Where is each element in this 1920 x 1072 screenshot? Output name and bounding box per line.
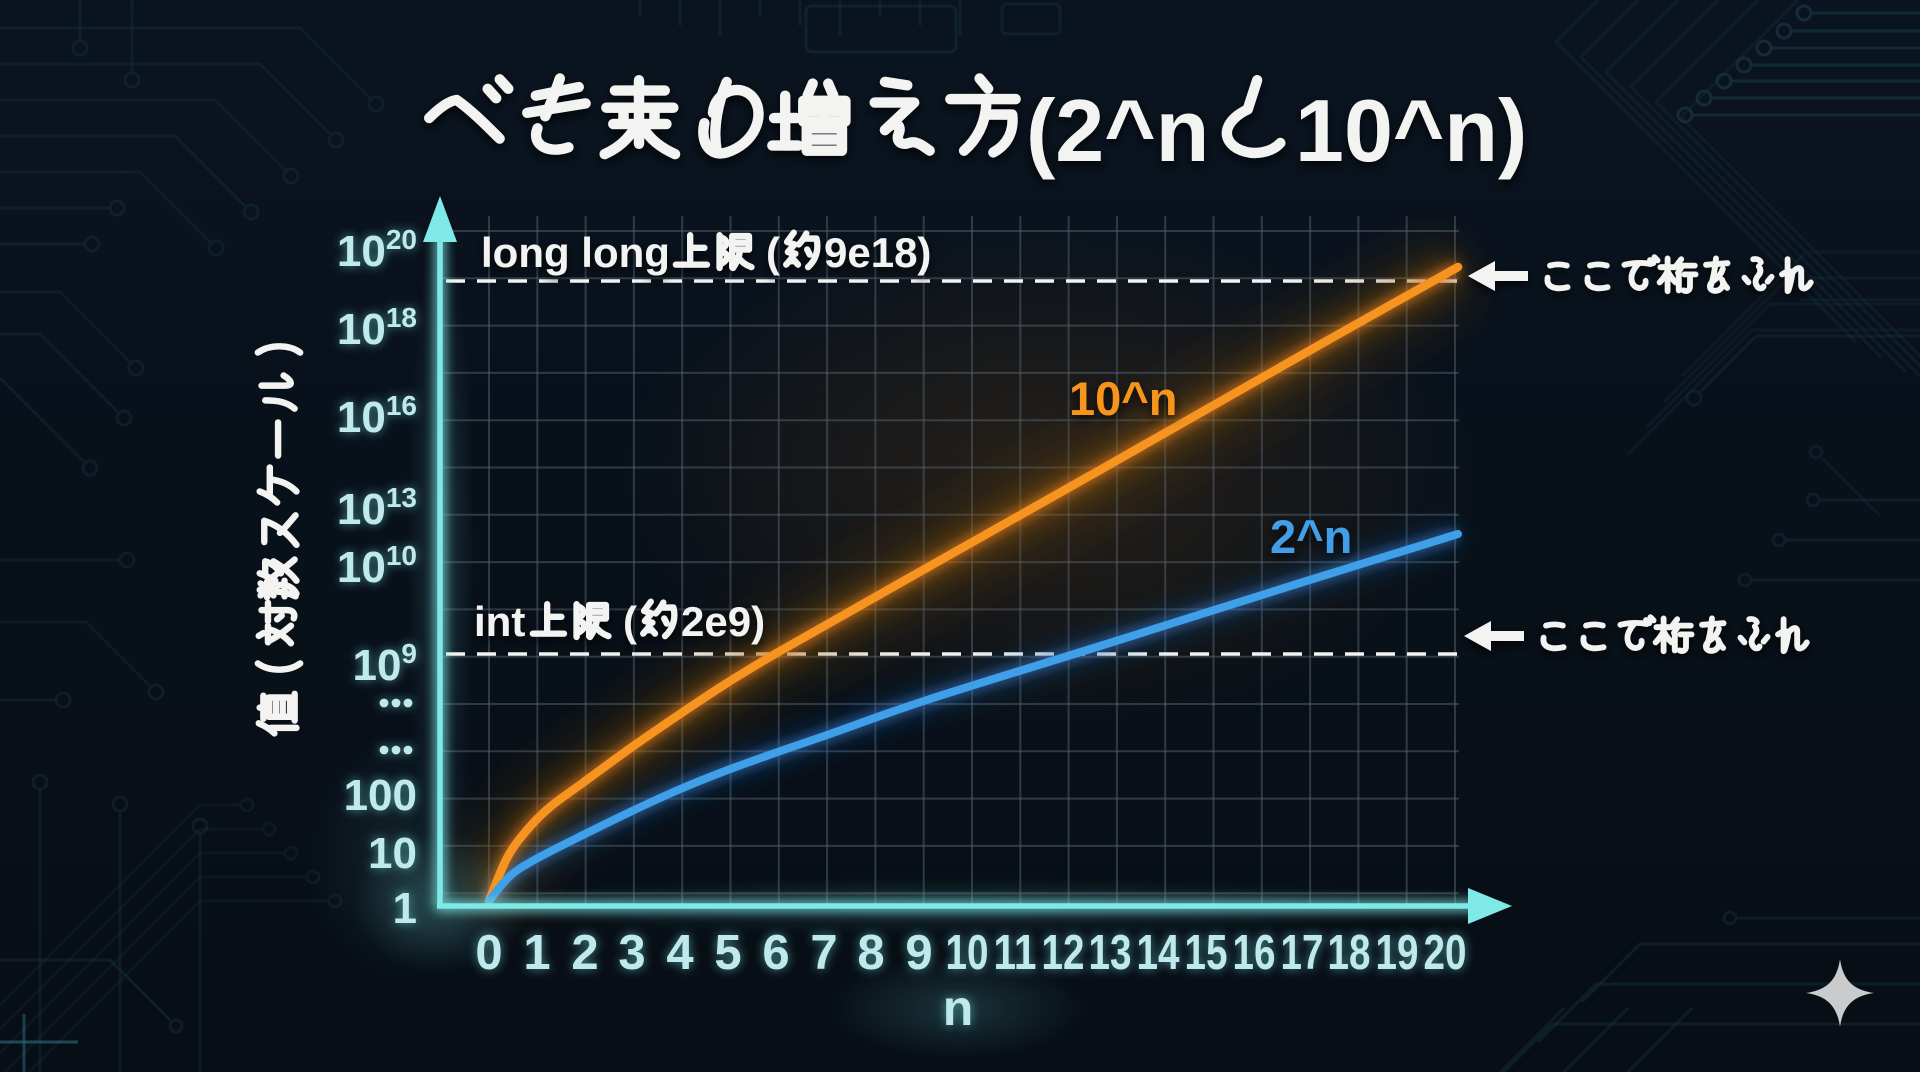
svg-text:(2^n: (2^n [1026,81,1209,180]
svg-text:10: 10 [368,829,417,878]
svg-text:1: 1 [523,926,550,980]
svg-text:100: 100 [344,771,417,820]
svg-text:12: 12 [1042,926,1085,980]
svg-text:11: 11 [994,926,1037,980]
svg-text:1010: 1010 [337,540,417,592]
svg-text:17: 17 [1281,926,1324,980]
svg-text:(: ( [623,598,637,645]
svg-text:4: 4 [666,926,693,980]
svg-text:1018: 1018 [337,302,417,354]
svg-text:7: 7 [810,926,837,980]
svg-text:1020: 1020 [337,224,417,276]
svg-text:10^n): 10^n) [1295,81,1527,180]
svg-text:9: 9 [905,926,932,980]
svg-text:8: 8 [857,926,884,980]
svg-text:2: 2 [571,926,598,980]
svg-text:2^n: 2^n [1270,510,1352,563]
svg-text:10^n: 10^n [1069,372,1177,425]
svg-text:109: 109 [352,638,417,690]
svg-text:int: int [474,598,525,645]
svg-text:16: 16 [1233,926,1276,980]
svg-text:(: ( [766,229,780,276]
svg-text:1016: 1016 [337,390,417,442]
svg-text:3: 3 [618,926,645,980]
svg-text:6: 6 [762,926,789,980]
svg-text:19: 19 [1376,926,1419,980]
svg-text:1013: 1013 [337,482,417,534]
svg-text:1: 1 [393,884,417,933]
svg-text:10: 10 [946,926,989,980]
svg-text:18: 18 [1328,926,1371,980]
svg-text:long long: long long [481,229,670,276]
svg-text:20: 20 [1424,926,1467,980]
svg-text:9e18): 9e18) [824,229,931,276]
svg-text:n: n [943,980,974,1036]
svg-text:15: 15 [1185,926,1228,980]
svg-text:14: 14 [1137,926,1180,980]
svg-text:13: 13 [1089,926,1132,980]
svg-text:2e9): 2e9) [681,598,765,645]
svg-text:0: 0 [475,926,502,980]
svg-text:5: 5 [714,926,741,980]
